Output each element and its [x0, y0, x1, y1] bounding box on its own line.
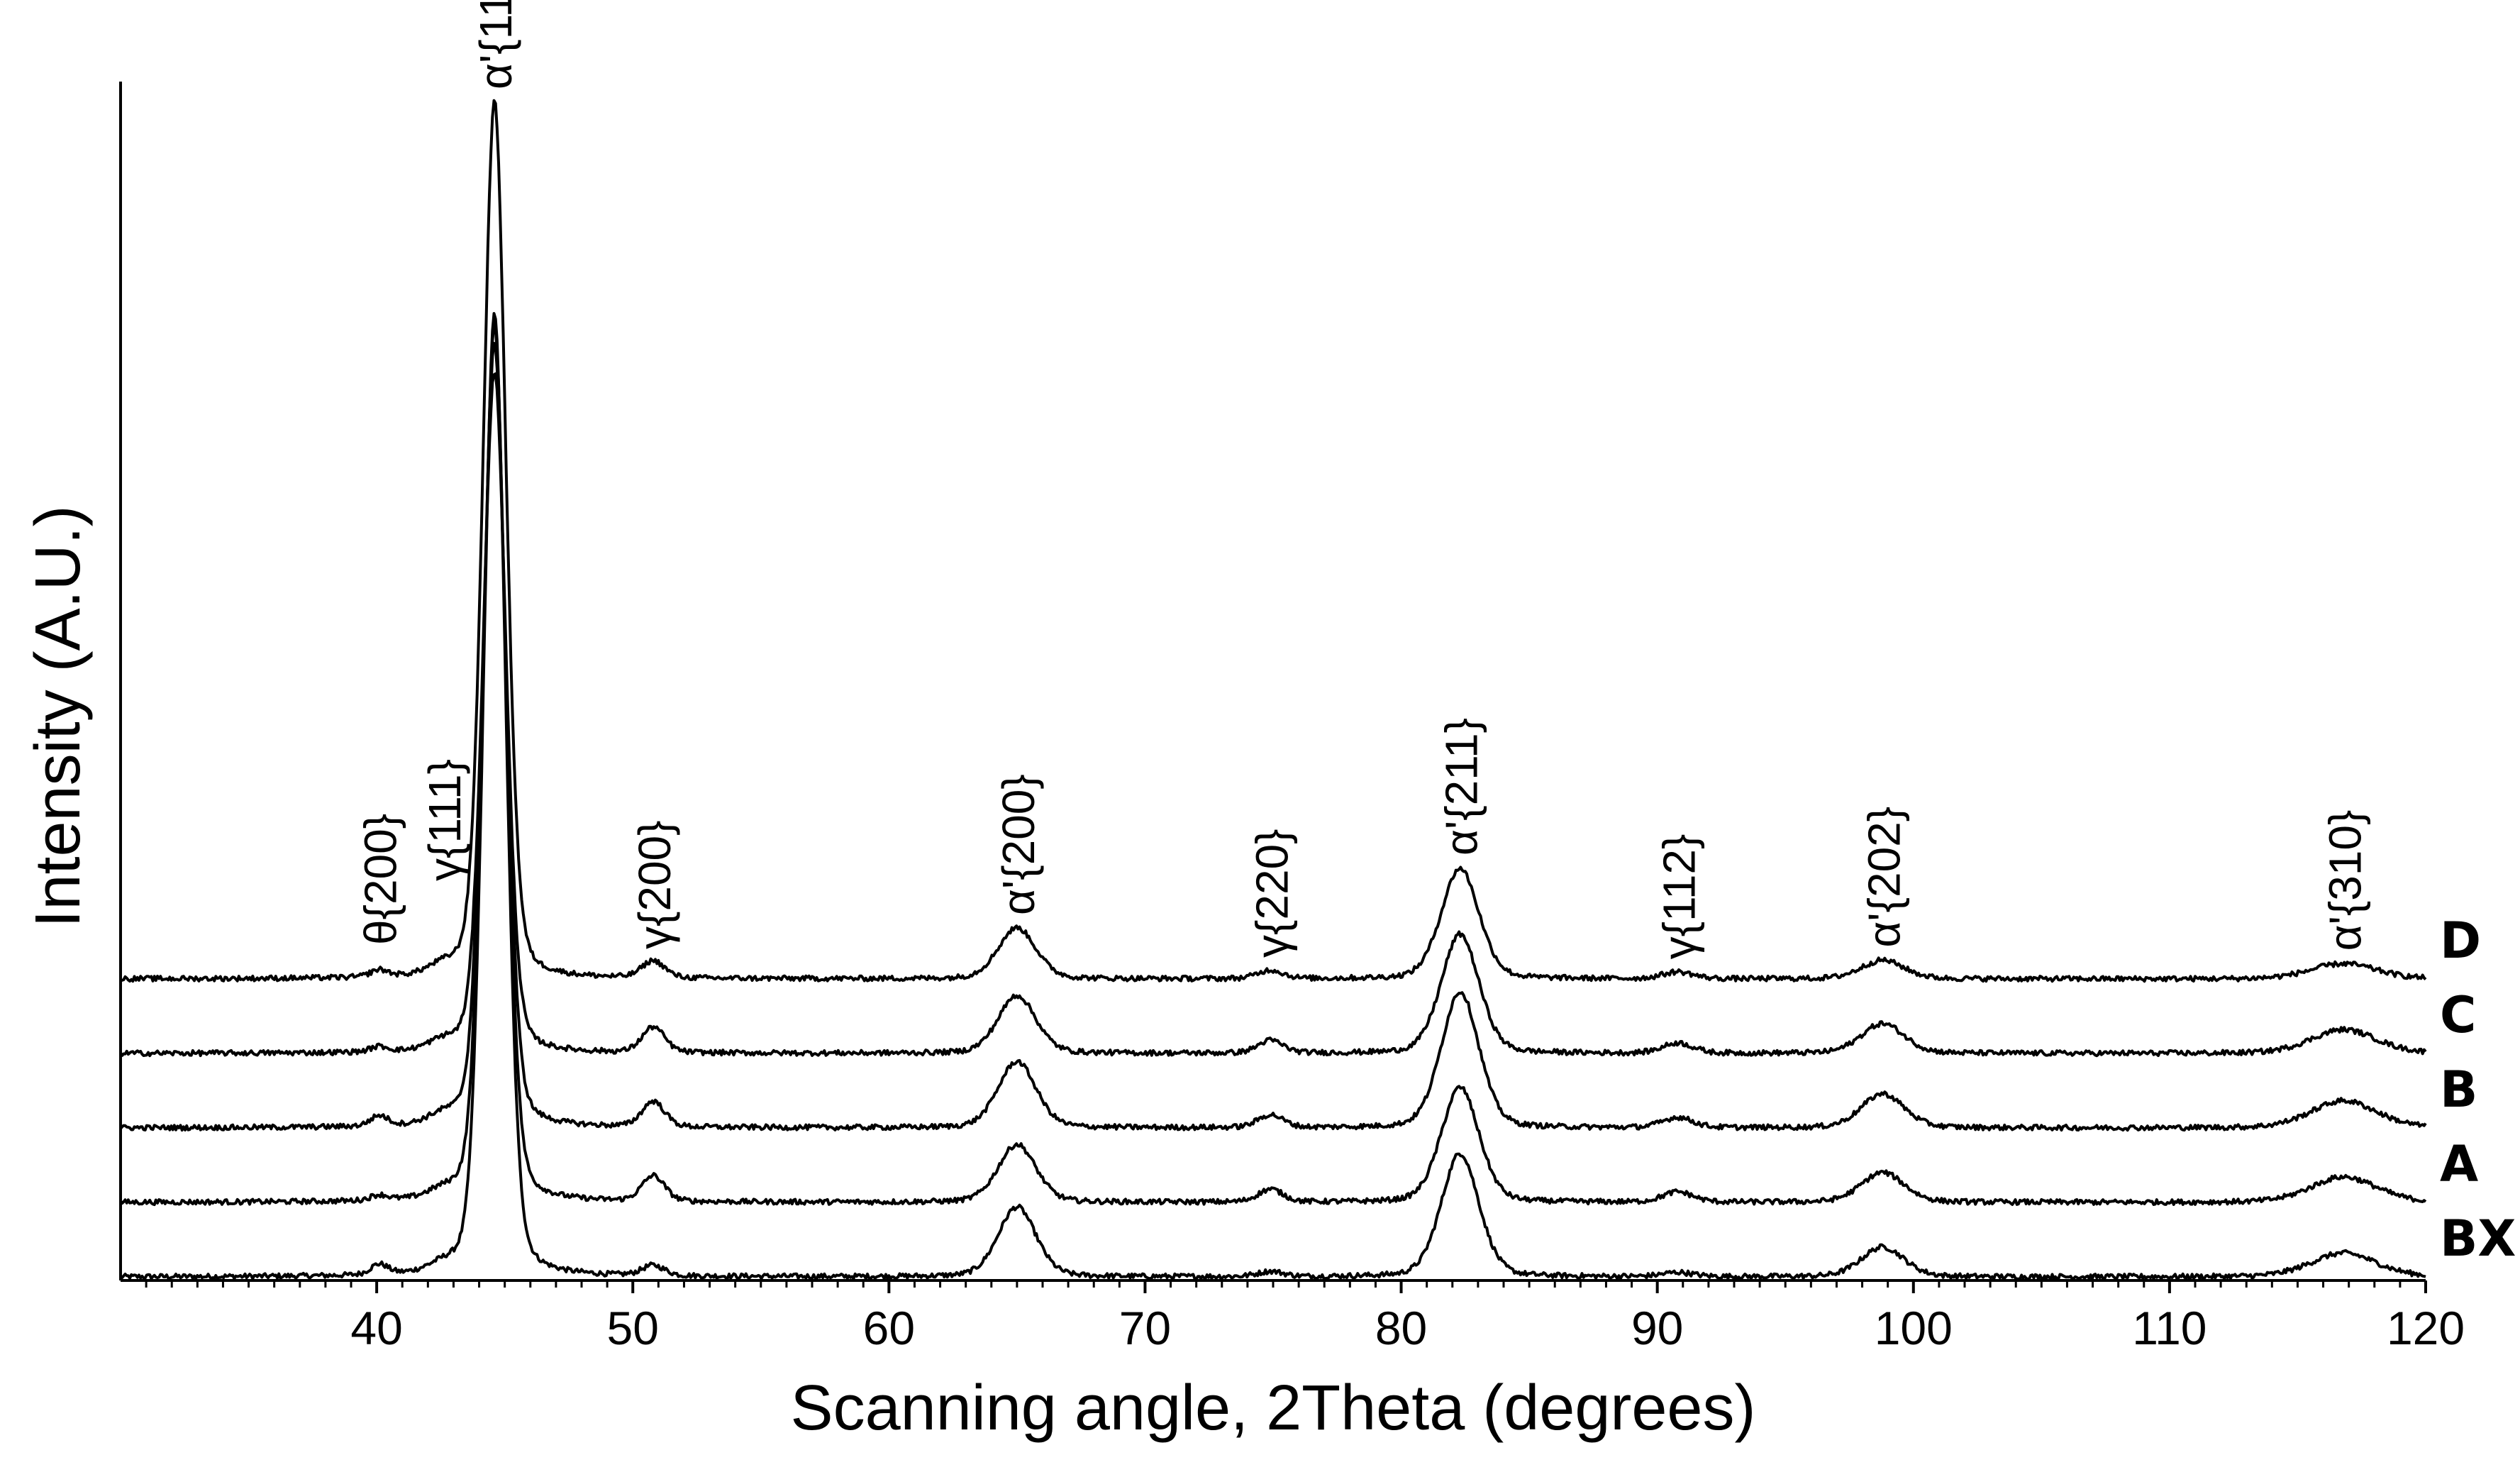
- x-tick-label: 50: [607, 1302, 659, 1354]
- series-line-c: [119, 372, 2427, 1058]
- x-tick-label: 80: [1375, 1302, 1427, 1354]
- peak-label: α'{110}: [470, 0, 521, 89]
- peak-label: γ{220}: [1246, 829, 1297, 958]
- peak-label: γ{200}: [629, 820, 680, 949]
- peak-label: γ{111}: [419, 759, 470, 881]
- xrd-traces: [119, 99, 2427, 1281]
- x-tick-label: 100: [1875, 1302, 1953, 1354]
- peak-label: γ{112}: [1654, 834, 1705, 960]
- series-label-d: D: [2440, 912, 2481, 970]
- x-tick-label: 40: [350, 1302, 402, 1354]
- y-axis-title: Intensity (A.U.): [23, 505, 94, 927]
- series-line-d: [119, 99, 2427, 983]
- peak-label: α'{200}: [993, 774, 1044, 915]
- peak-label: α'{310}: [2319, 810, 2370, 951]
- peak-label: θ{200}: [355, 814, 406, 945]
- peak-label: α'{211}: [1436, 718, 1487, 856]
- x-tick-label: 70: [1119, 1302, 1171, 1354]
- series-label-c: C: [2440, 986, 2476, 1044]
- peak-labels: θ{200} γ{111} α'{110} γ{200} α'{200} γ{220} α'…: [355, 0, 2371, 959]
- x-tick-label: 110: [2132, 1302, 2207, 1354]
- series-line-b: [119, 341, 2427, 1132]
- x-axis-ticks: 40 50 60 70 80 90 100 110 120: [145, 1280, 2465, 1354]
- x-tick-label: 120: [2387, 1302, 2465, 1354]
- series-label-b: B: [2440, 1061, 2477, 1119]
- x-tick-label: 60: [863, 1302, 915, 1354]
- x-axis-title: Scanning angle, 2Theta (degrees): [791, 1373, 1756, 1444]
- peak-label: α'{202}: [1858, 807, 1909, 948]
- series-label-bx: BX: [2440, 1210, 2516, 1268]
- series-label-a: A: [2440, 1135, 2478, 1193]
- x-tick-label: 90: [1631, 1302, 1683, 1354]
